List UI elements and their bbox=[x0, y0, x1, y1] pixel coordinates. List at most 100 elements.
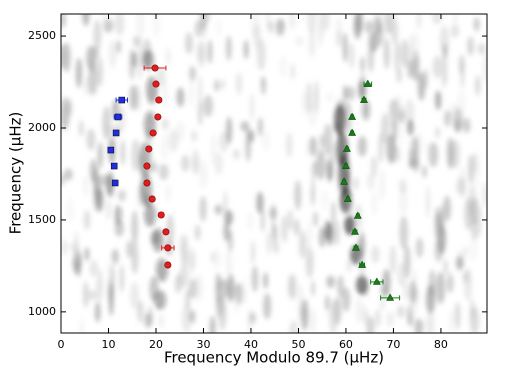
noise-blob bbox=[337, 275, 344, 298]
noise-blob bbox=[212, 248, 222, 270]
point bbox=[350, 227, 359, 235]
ridge-blob bbox=[114, 205, 122, 225]
noise-blob bbox=[414, 318, 424, 333]
noise-blob bbox=[265, 14, 271, 29]
x-tick-label: 30 bbox=[196, 338, 210, 351]
noise-blob bbox=[275, 18, 285, 36]
noise-blob bbox=[335, 16, 343, 48]
noise-blob bbox=[307, 14, 317, 35]
noise-blob bbox=[97, 141, 104, 170]
noise-blob bbox=[78, 120, 84, 137]
noise-blob bbox=[448, 103, 459, 121]
noise-blob bbox=[314, 80, 319, 114]
x-tick-label: 60 bbox=[339, 338, 353, 351]
noise-blob bbox=[260, 208, 265, 233]
noise-blob bbox=[320, 190, 330, 211]
ridge-blob bbox=[152, 228, 164, 252]
point bbox=[348, 128, 357, 136]
noise-blob bbox=[222, 190, 228, 223]
noise-blob bbox=[467, 154, 475, 185]
noise-blob bbox=[61, 44, 66, 69]
point bbox=[359, 95, 369, 103]
noise-blob bbox=[450, 25, 460, 38]
noise-blob bbox=[371, 190, 377, 217]
noise-blob bbox=[447, 274, 453, 293]
noise-blob bbox=[129, 84, 138, 111]
noise-blob bbox=[79, 319, 84, 333]
noise-blob bbox=[63, 168, 73, 181]
ridge-blob bbox=[154, 290, 166, 310]
noise-blob bbox=[470, 217, 479, 241]
noise-blob bbox=[454, 301, 461, 330]
noise-blob bbox=[425, 185, 430, 219]
noise-blob bbox=[386, 311, 395, 328]
noise-blob bbox=[417, 71, 426, 101]
noise-blob bbox=[399, 179, 407, 194]
noise-blob bbox=[227, 273, 235, 303]
noise-blob bbox=[325, 294, 330, 311]
noise-blob bbox=[412, 157, 421, 173]
noise-blob bbox=[162, 79, 168, 109]
noise-blob bbox=[378, 168, 386, 202]
noise-blob bbox=[310, 280, 316, 297]
noise-blob bbox=[279, 55, 287, 77]
point bbox=[118, 96, 126, 104]
noise-blob bbox=[199, 160, 208, 189]
noise-blob bbox=[305, 82, 313, 114]
noise-blob bbox=[285, 132, 293, 158]
noise-blob bbox=[225, 116, 233, 145]
noise-blob bbox=[425, 312, 435, 333]
noise-blob bbox=[295, 35, 304, 47]
noise-blob bbox=[160, 131, 169, 161]
noise-blob bbox=[316, 148, 326, 181]
noise-blob bbox=[426, 143, 432, 154]
noise-blob bbox=[225, 249, 233, 280]
noise-blob bbox=[61, 14, 66, 28]
noise-blob bbox=[305, 246, 314, 279]
noise-blob bbox=[460, 61, 465, 89]
point bbox=[342, 144, 351, 152]
plot-frame bbox=[60, 13, 488, 334]
noise-blob bbox=[304, 140, 311, 158]
noise-blob bbox=[477, 43, 487, 55]
noise-blob bbox=[409, 31, 420, 58]
noise-blob bbox=[464, 267, 473, 302]
noise-blob bbox=[409, 280, 417, 304]
noise-blob bbox=[301, 91, 307, 116]
ridge-blob bbox=[326, 158, 334, 182]
noise-blob bbox=[168, 129, 179, 153]
noise-blob bbox=[345, 101, 352, 135]
noise-blob bbox=[351, 176, 359, 190]
noise-blob bbox=[82, 14, 90, 27]
noise-blob bbox=[82, 175, 89, 197]
noise-blob bbox=[425, 284, 436, 315]
noise-blob bbox=[269, 206, 278, 220]
noise-blob bbox=[396, 305, 405, 318]
noise-blob bbox=[214, 152, 224, 175]
point bbox=[363, 79, 372, 87]
point bbox=[111, 179, 119, 187]
ridge-blob bbox=[356, 275, 368, 295]
ridge-blob bbox=[96, 188, 104, 212]
power-spectrum-image bbox=[61, 14, 487, 333]
noise-blob bbox=[93, 19, 102, 51]
point bbox=[107, 146, 115, 154]
noise-blob bbox=[385, 135, 392, 153]
noise-blob bbox=[353, 14, 362, 40]
noise-blob bbox=[187, 248, 196, 270]
noise-blob bbox=[180, 154, 190, 172]
point bbox=[151, 64, 159, 72]
noise-blob bbox=[356, 214, 363, 237]
noise-blob bbox=[132, 51, 137, 68]
noise-blob bbox=[405, 98, 415, 126]
noise-blob bbox=[95, 301, 101, 323]
noise-blob bbox=[158, 314, 165, 328]
point bbox=[145, 145, 153, 153]
noise-blob bbox=[370, 155, 378, 178]
point bbox=[114, 113, 122, 121]
noise-blob bbox=[342, 32, 348, 63]
noise-blob bbox=[416, 14, 422, 30]
noise-blob bbox=[341, 287, 351, 312]
noise-blob bbox=[197, 47, 206, 69]
